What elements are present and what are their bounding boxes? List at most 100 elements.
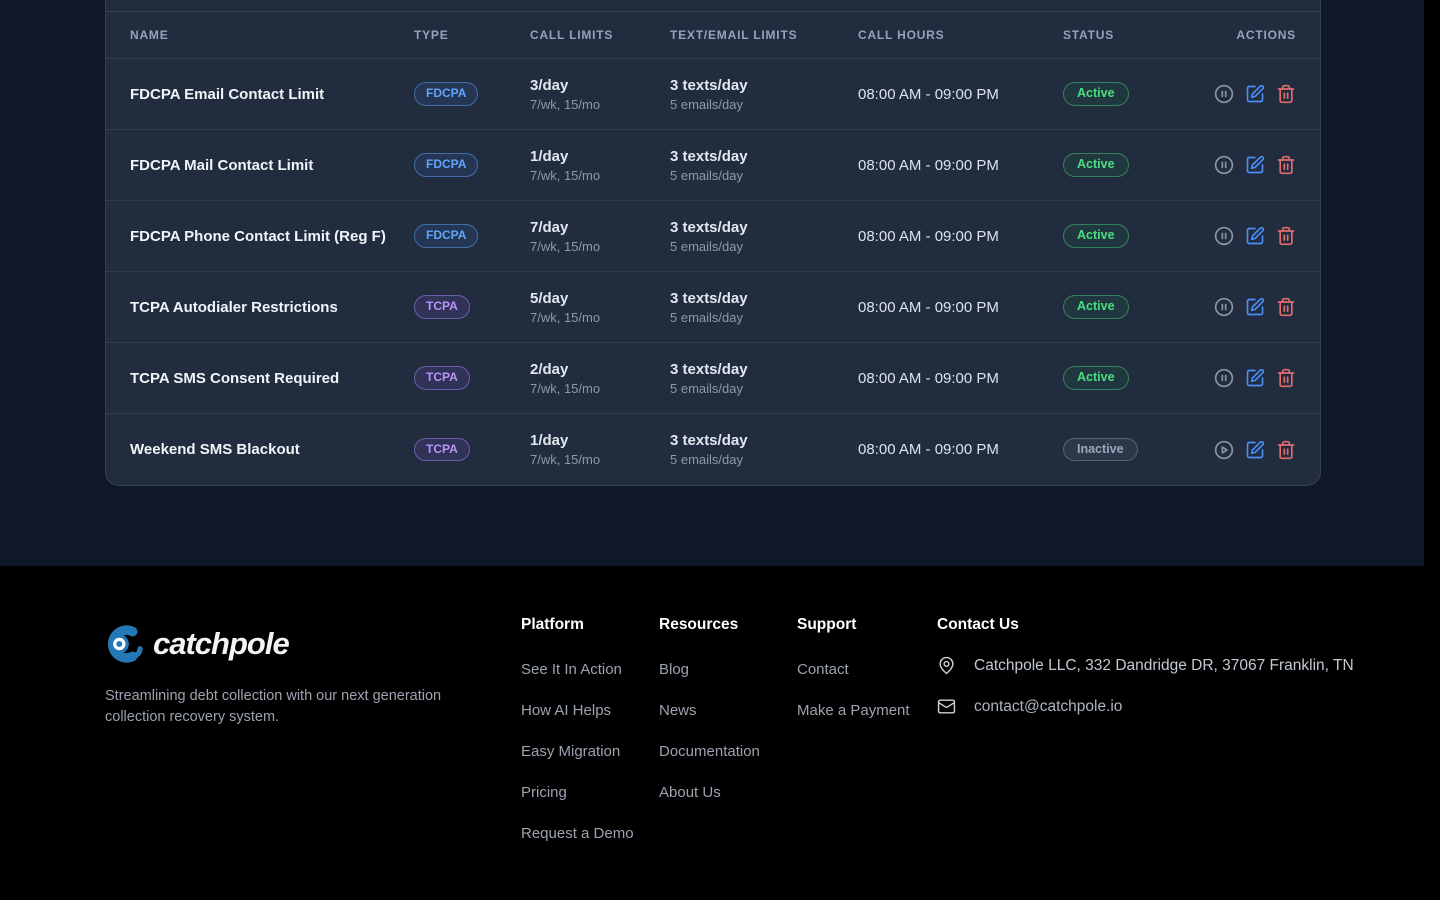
- footer-link-contact[interactable]: Contact: [797, 661, 849, 678]
- type-badge: TCPA: [414, 366, 470, 390]
- edit-icon: [1246, 440, 1264, 458]
- footer-link-documentation[interactable]: Documentation: [659, 743, 760, 760]
- call-limit-secondary: 7/wk, 15/mo: [530, 238, 601, 254]
- text-limit-secondary: 5 emails/day: [670, 167, 743, 183]
- delete-button[interactable]: [1275, 84, 1296, 105]
- delete-button[interactable]: [1275, 226, 1296, 247]
- footer-link-request-a-demo[interactable]: Request a Demo: [521, 825, 634, 842]
- header-name: NAME: [130, 28, 169, 42]
- call-limit-primary: 2/day: [530, 360, 569, 378]
- delete-button[interactable]: [1275, 368, 1296, 389]
- pause-circle-icon: [1214, 155, 1233, 175]
- header-text-email-limits: TEXT/EMAIL LIMITS: [670, 28, 798, 42]
- call-hours: 08:00 AM - 09:00 PM: [858, 441, 999, 458]
- pause-button[interactable]: [1213, 226, 1234, 247]
- pause-button[interactable]: [1213, 297, 1234, 318]
- rule-name: TCPA Autodialer Restrictions: [130, 298, 338, 316]
- text-limit-primary: 3 texts/day: [670, 218, 748, 236]
- footer-link-see-it-in-action[interactable]: See It In Action: [521, 661, 622, 678]
- edit-icon: [1246, 84, 1264, 103]
- text-limit-primary: 3 texts/day: [670, 360, 748, 378]
- brand-name: catchpole: [153, 626, 290, 661]
- rule-name: FDCPA Mail Contact Limit: [130, 156, 314, 174]
- text-limit-secondary: 5 emails/day: [670, 309, 743, 325]
- brand-tagline: Streamlining debt collection with our ne…: [105, 688, 442, 725]
- call-limit-secondary: 7/wk, 15/mo: [530, 380, 601, 396]
- table-top-edge: [106, 0, 1320, 12]
- call-limit-secondary: 7/wk, 15/mo: [530, 309, 601, 325]
- table-row: TCPA SMS Consent Required TCPA 2/day 7/w…: [106, 343, 1320, 414]
- call-limit-primary: 1/day: [530, 432, 569, 449]
- table-row: FDCPA Email Contact Limit FDCPA 3/day 7/…: [106, 59, 1320, 130]
- edit-button[interactable]: [1244, 439, 1265, 460]
- edit-button[interactable]: [1244, 155, 1265, 176]
- type-badge: TCPA: [414, 295, 470, 319]
- edit-button[interactable]: [1244, 297, 1265, 318]
- footer-column-title: Platform: [521, 616, 584, 633]
- status-badge: Active: [1063, 295, 1129, 319]
- delete-button[interactable]: [1275, 297, 1296, 318]
- text-limit-primary: 3 texts/day: [670, 289, 748, 307]
- call-limit-primary: 5/day: [530, 289, 569, 307]
- footer-brand: catchpole Streamlining debt collection w…: [105, 624, 465, 727]
- footer-column-title: Support: [797, 616, 857, 633]
- status-badge: Active: [1063, 366, 1129, 390]
- header-status: STATUS: [1063, 28, 1115, 42]
- type-badge: FDCPA: [414, 153, 479, 177]
- trash-icon: [1277, 368, 1294, 388]
- text-limit-primary: 3 texts/day: [670, 147, 748, 165]
- contact-email[interactable]: contact@catchpole.io: [937, 697, 1354, 716]
- header-actions: ACTIONS: [1236, 28, 1296, 42]
- footer-link-pricing[interactable]: Pricing: [521, 784, 567, 801]
- pause-button[interactable]: [1213, 155, 1234, 176]
- text-limit-secondary: 5 emails/day: [670, 96, 743, 112]
- edit-button[interactable]: [1244, 368, 1265, 389]
- trash-icon: [1277, 440, 1294, 459]
- text-limit-primary: 3 texts/day: [670, 76, 748, 94]
- call-hours: 08:00 AM - 09:00 PM: [858, 156, 999, 174]
- play-button[interactable]: [1213, 439, 1234, 460]
- status-badge: Active: [1063, 224, 1129, 248]
- edit-button[interactable]: [1244, 226, 1265, 247]
- call-limit-primary: 1/day: [530, 147, 569, 165]
- edit-icon: [1246, 226, 1264, 245]
- status-badge: Active: [1063, 82, 1129, 106]
- trash-icon: [1277, 226, 1294, 246]
- header-call-hours: CALL HOURS: [858, 28, 945, 42]
- call-limit-secondary: 7/wk, 15/mo: [530, 167, 601, 183]
- footer-link-about-us[interactable]: About Us: [659, 784, 721, 801]
- call-hours: 08:00 AM - 09:00 PM: [858, 369, 999, 387]
- table-header-row: NAME TYPE CALL LIMITS TEXT/EMAIL LIMITS …: [106, 12, 1320, 59]
- footer-link-blog[interactable]: Blog: [659, 661, 690, 678]
- pause-button[interactable]: [1213, 368, 1234, 389]
- footer-column-title: Resources: [659, 616, 739, 633]
- delete-button[interactable]: [1275, 155, 1296, 176]
- play-circle-icon: [1214, 440, 1233, 459]
- envelope-icon: [937, 699, 956, 714]
- footer-column-platform: Platform See It In Action How AI Helps E…: [521, 616, 634, 854]
- rule-name: Weekend SMS Blackout: [130, 441, 300, 458]
- pause-button[interactable]: [1213, 84, 1234, 105]
- rule-name: FDCPA Phone Contact Limit (Reg F): [130, 227, 386, 245]
- call-hours: 08:00 AM - 09:00 PM: [858, 298, 999, 316]
- compliance-rules-section: NAME TYPE CALL LIMITS TEXT/EMAIL LIMITS …: [0, 0, 1424, 566]
- header-call-limits: CALL LIMITS: [530, 28, 614, 42]
- header-type: TYPE: [414, 28, 449, 42]
- edit-icon: [1246, 368, 1264, 387]
- rule-name: FDCPA Email Contact Limit: [130, 85, 325, 103]
- footer-link-easy-migration[interactable]: Easy Migration: [521, 743, 621, 760]
- edit-button[interactable]: [1244, 84, 1265, 105]
- footer-column-resources: Resources Blog News Documentation About …: [659, 616, 760, 813]
- call-hours: 08:00 AM - 09:00 PM: [858, 85, 999, 103]
- catchpole-logo-icon: [108, 625, 143, 663]
- delete-button[interactable]: [1275, 439, 1296, 460]
- footer-link-news[interactable]: News: [659, 702, 697, 719]
- call-limit-primary: 7/day: [530, 218, 569, 236]
- table-row: FDCPA Phone Contact Limit (Reg F) FDCPA …: [106, 201, 1320, 272]
- footer-contact-us: Contact Us Catchpole LLC, 332 Dandridge …: [937, 616, 1354, 716]
- type-badge: TCPA: [414, 437, 470, 462]
- location-pin-icon: [939, 656, 954, 675]
- table-row: Weekend SMS Blackout TCPA 1/day 7/wk, 15…: [106, 414, 1320, 485]
- footer-link-how-ai-helps[interactable]: How AI Helps: [521, 702, 612, 719]
- footer-link-make-a-payment[interactable]: Make a Payment: [797, 702, 910, 719]
